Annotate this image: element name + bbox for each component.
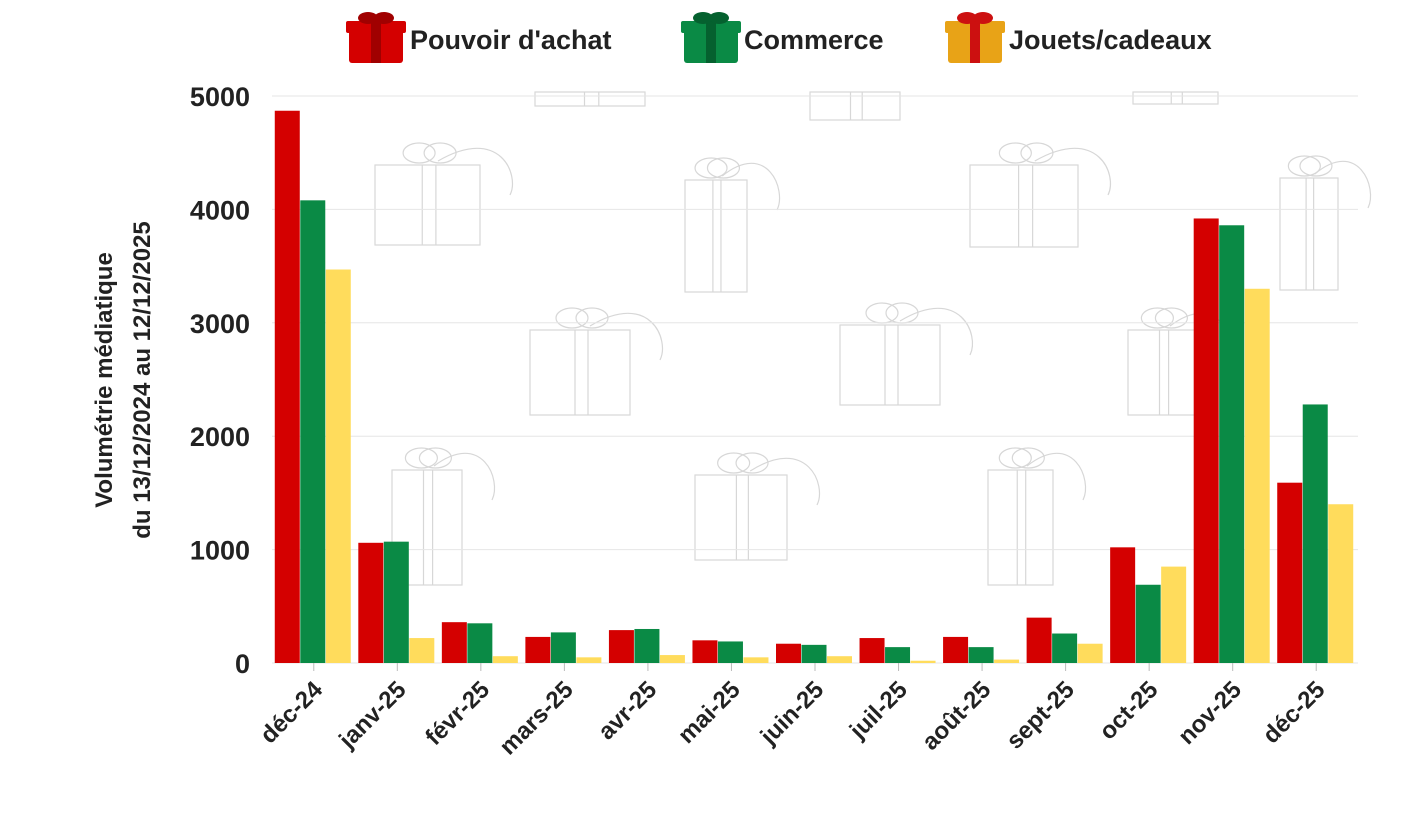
bar — [1161, 566, 1187, 663]
x-tick-label: juil-25 — [844, 676, 913, 745]
bar — [910, 660, 936, 663]
bar — [1219, 225, 1245, 663]
y-tick-label: 1000 — [190, 536, 250, 566]
bar — [1077, 643, 1103, 663]
gift-outline-icon — [534, 91, 646, 107]
gift-outline-icon — [374, 142, 514, 246]
bar — [659, 655, 685, 663]
bar — [467, 623, 493, 663]
gift-outline-icon — [529, 307, 664, 416]
legend-label-pouvoir: Pouvoir d'achat — [410, 25, 611, 55]
x-tick-label: févr-25 — [420, 676, 495, 751]
bar — [358, 542, 384, 663]
bar — [383, 541, 409, 663]
legend-item-pouvoir: Pouvoir d'achat — [346, 12, 611, 63]
gift-outline-icon — [1127, 307, 1232, 416]
legend-label-jouets: Jouets/cadeaux — [1009, 25, 1212, 55]
x-tick-label: mars-25 — [494, 676, 578, 760]
y-axis-title-line-1: Volumétrie médiatique — [91, 252, 118, 508]
y-axis-title-line-2: du 13/12/2024 au 12/12/2025 — [129, 221, 156, 539]
gift-outline-icon — [969, 142, 1112, 248]
gift-background-pattern — [374, 91, 1372, 586]
gift-outline-icon — [1279, 155, 1372, 291]
x-tick-label: juin-25 — [755, 676, 829, 750]
bar — [943, 636, 969, 663]
bar — [409, 638, 435, 663]
legend-label-commerce: Commerce — [744, 25, 884, 55]
bar — [968, 647, 994, 663]
x-tick-label: oct-25 — [1094, 676, 1163, 745]
bar — [994, 659, 1020, 663]
bar — [1277, 482, 1303, 663]
bar — [1110, 547, 1136, 663]
y-tick-label: 2000 — [190, 422, 250, 452]
y-tick-label: 5000 — [190, 82, 250, 112]
bar — [576, 657, 602, 663]
bar — [692, 640, 718, 663]
bar — [325, 269, 351, 663]
x-tick-label: sept-25 — [1001, 676, 1080, 755]
x-tick-label: janv-25 — [333, 676, 411, 754]
gift-outline-icon — [987, 447, 1087, 586]
gift-outline-icon — [694, 452, 821, 561]
grid-lines — [272, 95, 1358, 664]
x-tick-label: déc-24 — [255, 676, 328, 749]
gift-outline-icon — [839, 302, 974, 406]
bar — [492, 656, 518, 663]
x-tick-label: mai-25 — [673, 676, 746, 749]
bar — [441, 622, 467, 663]
gift-outline-icon — [1132, 91, 1219, 105]
y-tick-label: 4000 — [190, 195, 250, 225]
gift-outline-icon — [684, 157, 781, 293]
bar — [1302, 404, 1328, 663]
legend-item-jouets: Jouets/cadeaux — [945, 12, 1212, 63]
x-tick-label: avr-25 — [593, 676, 662, 745]
bar — [801, 644, 827, 663]
gift-outline-icon — [809, 91, 901, 121]
bar — [274, 110, 300, 663]
bar — [634, 628, 660, 663]
bar — [525, 636, 551, 663]
gift-green-icon — [681, 12, 741, 63]
y-axis-ticks: 0 1000 2000 3000 4000 5000 — [190, 82, 250, 679]
y-axis-title: Volumétrie médiatique du 13/12/2024 au 1… — [91, 221, 156, 539]
bar — [827, 656, 852, 663]
legend-item-commerce: Commerce — [681, 12, 884, 63]
bar — [1328, 504, 1354, 663]
bar — [776, 643, 801, 663]
y-tick-label: 3000 — [190, 309, 250, 339]
bar — [717, 641, 743, 663]
bar — [743, 657, 769, 663]
bar — [1135, 584, 1161, 663]
bar — [608, 630, 634, 663]
bar — [1052, 633, 1078, 663]
gift-outline-icon — [391, 447, 496, 586]
bar — [885, 647, 911, 663]
bar — [300, 200, 326, 663]
bars — [274, 110, 1354, 664]
bar — [1193, 218, 1219, 664]
x-tick-label: août-25 — [917, 676, 996, 755]
gift-gold-icon — [945, 12, 1005, 63]
gift-red-icon — [346, 12, 406, 63]
bar — [859, 638, 885, 663]
bar — [1026, 617, 1052, 663]
bar — [1244, 288, 1270, 663]
legend: Pouvoir d'achat Commerce Jouets/cadeaux — [346, 12, 1212, 63]
x-tick-label: déc-25 — [1258, 676, 1331, 749]
x-tick-label: nov-25 — [1173, 676, 1247, 750]
y-tick-label: 0 — [235, 649, 250, 679]
x-axis-ticks: déc-24 janv-25 févr-25 mars-25 avr-25 mai-25 j… — [255, 663, 1330, 760]
bar — [550, 632, 576, 663]
